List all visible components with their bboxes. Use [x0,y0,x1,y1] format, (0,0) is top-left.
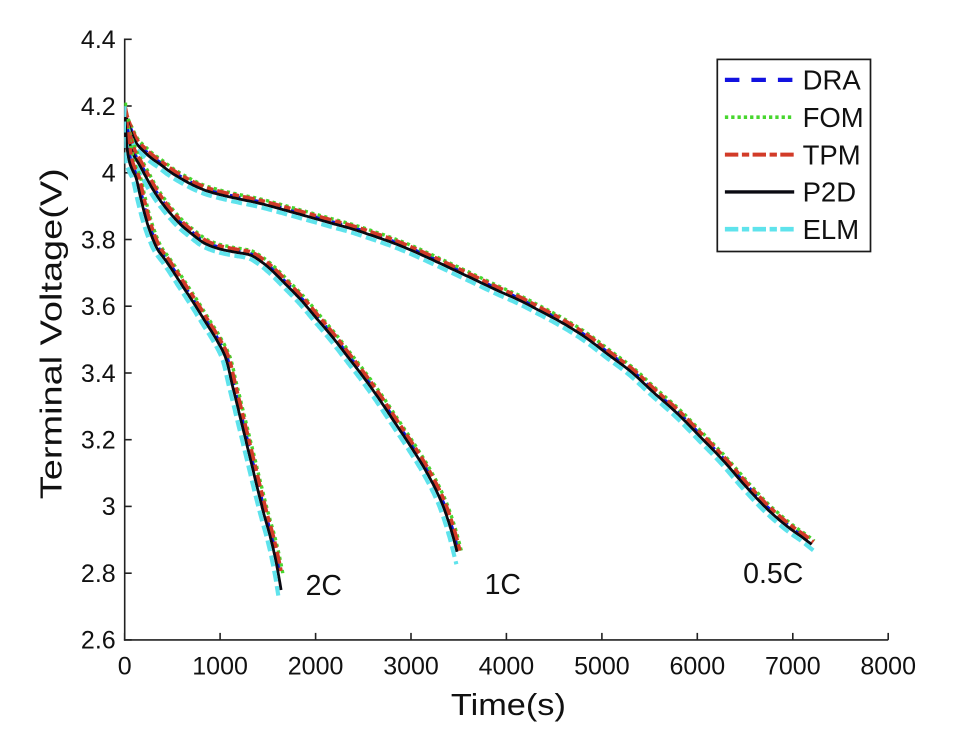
svg-text:2.8: 2.8 [81,560,116,588]
svg-text:3.2: 3.2 [81,427,116,455]
svg-text:1C: 1C [485,569,521,601]
svg-text:3.6: 3.6 [81,293,116,321]
svg-text:4: 4 [102,160,116,188]
svg-text:2C: 2C [306,570,342,602]
svg-text:2000: 2000 [288,653,344,681]
svg-text:Time(s): Time(s) [451,687,566,722]
svg-text:3.4: 3.4 [81,360,116,388]
svg-text:0: 0 [118,653,132,681]
svg-text:3.8: 3.8 [81,226,116,254]
svg-text:TPM: TPM [803,139,861,170]
svg-text:P2D: P2D [803,177,857,208]
svg-text:3000: 3000 [383,653,439,681]
svg-text:6000: 6000 [669,653,725,681]
svg-text:ELM: ELM [803,214,860,245]
svg-text:DRA: DRA [803,65,862,96]
svg-text:4.4: 4.4 [81,26,116,54]
svg-text:3: 3 [102,493,116,521]
svg-text:8000: 8000 [860,653,916,681]
svg-text:4000: 4000 [479,653,535,681]
svg-text:FOM: FOM [803,102,864,133]
svg-text:0.5C: 0.5C [743,558,803,590]
svg-text:Terminal Voltage(V): Terminal Voltage(V) [34,168,69,499]
svg-text:2.6: 2.6 [81,627,116,655]
svg-text:5000: 5000 [574,653,630,681]
svg-text:7000: 7000 [765,653,821,681]
svg-text:1000: 1000 [192,653,248,681]
svg-text:4.2: 4.2 [81,93,116,121]
